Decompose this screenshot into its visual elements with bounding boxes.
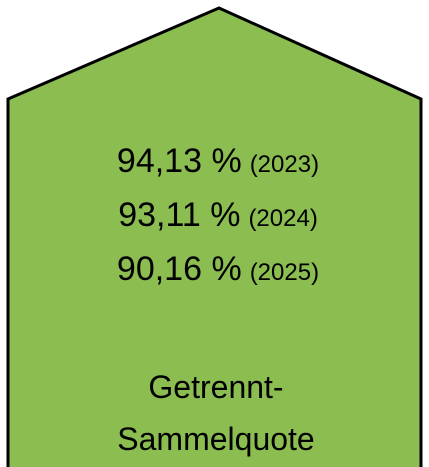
rate-year: (2023) [250,151,319,178]
rate-value: 90,16 % [117,250,242,288]
rate-line: 94,13 % (2023) [117,142,319,180]
rate-year: (2024) [248,205,317,232]
rate-line: 90,16 % (2025) [117,250,319,288]
rate-line: 93,11 % (2024) [118,196,318,234]
label-line: Getrennt- [148,369,283,405]
label-line: Sammelquote [117,421,314,457]
rate-value: 94,13 % [117,142,242,180]
rate-value: 93,11 % [118,196,240,234]
house-shape [6,6,423,467]
rate-year: (2025) [250,259,319,286]
